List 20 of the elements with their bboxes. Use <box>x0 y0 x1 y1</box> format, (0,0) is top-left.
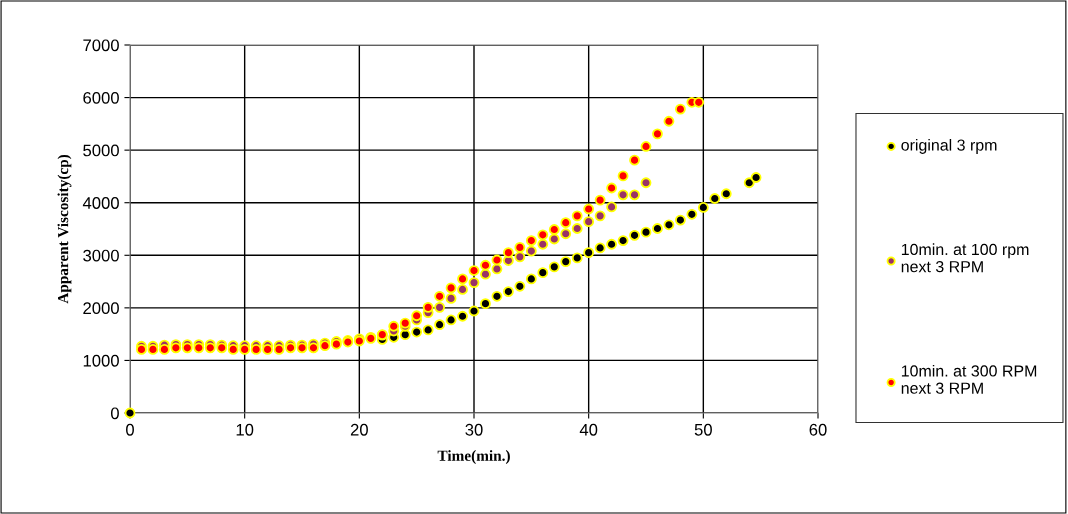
x-tick-label: 0 <box>126 423 134 436</box>
y-tick-label: 2000 <box>83 302 119 315</box>
legend-label: 10min. at 100 rpm next 3 RPM <box>901 243 1029 273</box>
x-tick-label: 20 <box>350 423 368 436</box>
y-tick-label: 4000 <box>82 197 119 209</box>
x-tick-label: 60 <box>809 423 827 436</box>
y-axis-title: Apparent Viscosity(cp) <box>57 154 72 304</box>
x-tick-label: 40 <box>579 423 598 436</box>
y-tick-label: 3000 <box>83 249 119 262</box>
x-tick-label: 30 <box>465 423 483 436</box>
x-axis-title: Time(min.) <box>437 450 510 464</box>
y-tick-label: 0 <box>110 407 119 420</box>
x-tick-label: 50 <box>694 423 712 436</box>
y-tick-label: 1000 <box>83 354 119 367</box>
y-tick-label: 6000 <box>83 91 119 104</box>
y-tick-label: 5000 <box>83 144 119 157</box>
legend-label: 10min. at 300 RPM next 3 RPM <box>901 364 1037 394</box>
legend-label: original 3 rpm <box>901 139 997 154</box>
x-tick-label: 10 <box>236 423 254 436</box>
y-tick-label: 7000 <box>83 39 119 52</box>
